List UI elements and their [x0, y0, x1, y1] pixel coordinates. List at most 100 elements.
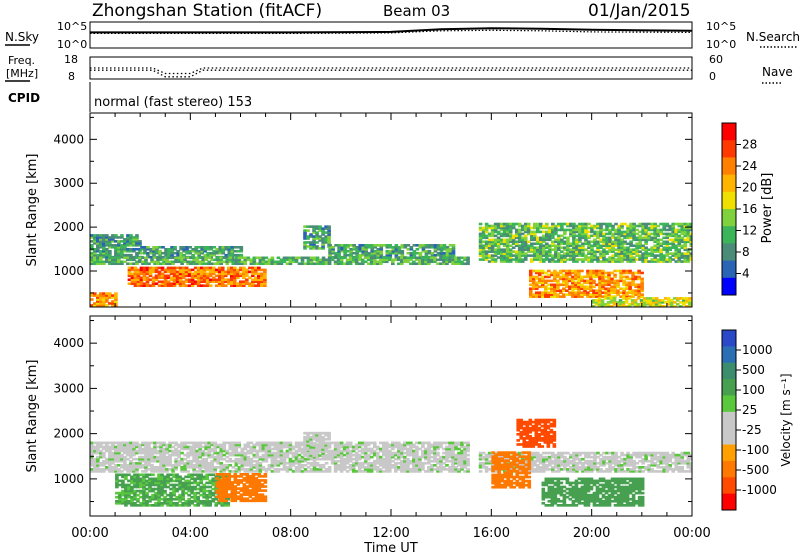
heatmap-cell [117, 242, 121, 245]
heatmap-cell [499, 260, 504, 263]
heatmap-cell [285, 258, 290, 262]
heatmap-cell [502, 258, 507, 261]
heatmap-cell [315, 449, 320, 453]
heatmap-cell [463, 455, 467, 459]
heatmap-cell [157, 483, 161, 487]
heatmap-cell [276, 443, 281, 447]
heatmap-cell [565, 281, 569, 285]
heatmap-cell [243, 443, 248, 447]
heatmap-cell [493, 254, 498, 257]
heatmap-cell [237, 441, 242, 445]
heatmap-cell [557, 252, 561, 255]
heatmap-cell [496, 238, 501, 242]
heatmap-cell [523, 254, 528, 257]
heatmap-cell [628, 269, 632, 273]
heatmap-cell [102, 253, 106, 257]
heatmap-cell [433, 260, 437, 264]
heatmap-cell [629, 232, 633, 236]
heatmap-cell [490, 246, 495, 250]
heatmap-cell [439, 441, 443, 445]
heatmap-cell [207, 461, 211, 465]
heatmap-cell [201, 256, 205, 260]
heatmap-cell [157, 481, 161, 485]
heatmap-cell [580, 293, 584, 296]
heatmap-cell [553, 283, 557, 287]
heatmap-cell [219, 463, 224, 467]
heatmap-cell [321, 450, 325, 453]
heatmap-cell [412, 453, 416, 457]
heatmap-cell [397, 447, 401, 451]
heatmap-cell [387, 463, 392, 467]
heatmap-cell [139, 491, 143, 495]
heatmap-cell [617, 254, 621, 257]
heatmap-cell [611, 260, 615, 263]
heatmap-cell [135, 451, 139, 455]
heatmap-cell [681, 301, 686, 304]
heatmap-cell [126, 236, 130, 239]
heatmap-cell [560, 250, 564, 253]
heatmap-cell [369, 463, 374, 467]
heatmap-cell [602, 254, 606, 257]
heatmap-cell [177, 453, 181, 457]
heatmap-cell [303, 231, 307, 234]
heatmap-cell [641, 228, 645, 232]
heatmap-cell [635, 246, 639, 250]
heatmap-cell [574, 291, 578, 294]
noise-panel-frame [89, 21, 693, 49]
heatmap-cell [303, 457, 308, 461]
colorbar-band [722, 123, 736, 141]
heatmap-cell [617, 224, 621, 228]
heatmap-cell [384, 256, 389, 260]
heatmap-cell [186, 451, 190, 455]
heatmap-cell [448, 455, 452, 459]
heatmap-cell [162, 262, 166, 266]
heatmap-cell [409, 251, 414, 255]
heatmap-cell [163, 280, 168, 284]
heatmap-cell [184, 266, 189, 270]
heatmap-cell [254, 280, 258, 284]
heatmap-cell [260, 282, 264, 285]
heatmap-cell [505, 226, 510, 230]
heatmap-cell [226, 280, 231, 284]
heatmap-cell [108, 244, 112, 247]
heatmap-cell [96, 258, 100, 262]
heatmap-cell [430, 449, 434, 453]
heatmap-cell [273, 468, 278, 471]
heatmap-cell [222, 466, 227, 469]
heatmap-cell [448, 451, 452, 455]
heatmap-cell [638, 258, 642, 261]
heatmap-cell [460, 260, 464, 264]
heatmap-cell [354, 461, 359, 465]
heatmap-cell [528, 293, 533, 296]
heatmap-cell [400, 245, 405, 249]
heatmap-cell [144, 455, 148, 459]
heatmap-cell [379, 244, 384, 247]
heatmap-cell [108, 453, 112, 457]
heatmap-cell [683, 224, 688, 228]
heatmap-cell [613, 283, 617, 287]
heatmap-cell [384, 451, 389, 455]
heatmap-cell [105, 236, 109, 239]
heatmap-cell [548, 230, 552, 234]
heatmap-cell [124, 489, 128, 493]
heatmap-cell [180, 441, 184, 445]
heatmap-cell [327, 262, 332, 266]
heatmap-cell [375, 461, 380, 465]
heatmap-cell [257, 282, 261, 285]
heatmap-cell [686, 234, 691, 238]
heatmap-cell [662, 260, 667, 263]
heatmap-cell [108, 470, 112, 473]
heatmap-cell [196, 274, 201, 278]
heatmap-cell [394, 451, 398, 455]
heatmap-cell [93, 258, 97, 262]
heatmap-cell [541, 283, 545, 287]
heatmap-cell [640, 271, 644, 275]
heatmap-cell [427, 449, 431, 453]
heatmap-cell [445, 247, 450, 251]
heatmap-cell [554, 246, 558, 250]
heatmap-cell [126, 253, 130, 257]
heatmap-cell [127, 473, 131, 477]
heatmap-cell [291, 459, 296, 463]
heatmap-cell [153, 466, 157, 469]
heatmap-cell [532, 230, 537, 234]
